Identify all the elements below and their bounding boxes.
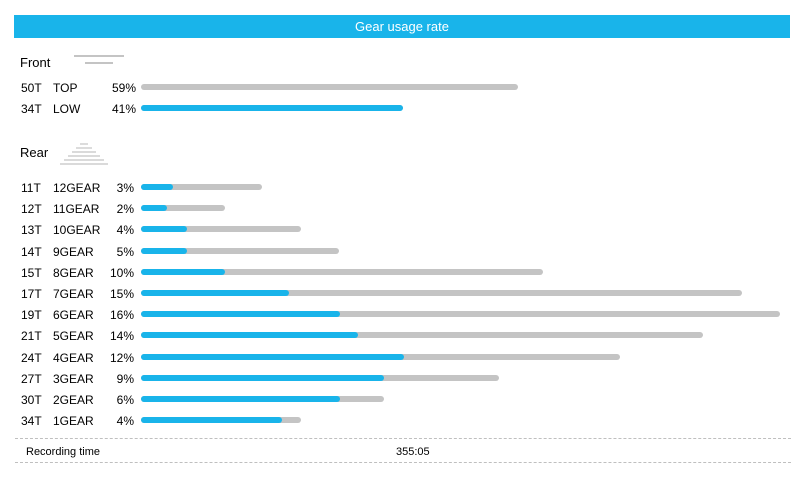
- usage-bar-fill: [141, 268, 225, 275]
- front-chainring-icon: [74, 55, 124, 64]
- rear-gear-row: 12T 11GEAR 2%: [0, 198, 800, 219]
- page-header: Gear usage rate: [14, 15, 790, 38]
- tooth-count: 21T: [21, 329, 42, 344]
- usage-percent: 2%: [116, 202, 134, 217]
- rear-gear-row: 14T 9GEAR 5%: [0, 241, 800, 262]
- page-title: Gear usage rate: [355, 19, 449, 34]
- usage-bar-track: [141, 84, 518, 90]
- usage-bar-track: [141, 205, 225, 212]
- gear-label: 9GEAR: [53, 244, 94, 259]
- rear-cassette-icon: [60, 143, 108, 165]
- front-section-title: Front: [20, 55, 51, 70]
- gear-label: 4GEAR: [53, 350, 94, 365]
- usage-bar-track: [141, 247, 339, 254]
- rear-gear-row: 13T 10GEAR 4%: [0, 219, 800, 240]
- gear-label: 12GEAR: [53, 181, 101, 195]
- usage-percent: 5%: [116, 244, 134, 259]
- tooth-count: 34T: [21, 414, 42, 429]
- tooth-count: 34T: [21, 102, 42, 116]
- recording-time-label: Recording time: [26, 446, 100, 458]
- usage-percent: 12%: [109, 350, 134, 365]
- usage-bar-fill: [141, 226, 187, 233]
- usage-bar-fill: [141, 184, 173, 190]
- usage-percent: 9%: [116, 371, 134, 386]
- usage-percent: 14%: [109, 329, 134, 344]
- usage-bar-fill: [141, 247, 187, 254]
- rear-gear-row: 17T 7GEAR 15%: [0, 283, 800, 304]
- gear-label: 5GEAR: [53, 329, 94, 344]
- tooth-count: 17T: [21, 287, 42, 301]
- usage-percent: 3%: [116, 181, 134, 195]
- usage-percent: 16%: [109, 308, 134, 323]
- tooth-count: 27T: [21, 371, 42, 386]
- gear-label: 8GEAR: [53, 265, 94, 280]
- rear-gear-row: 11T 12GEAR 3%: [0, 177, 800, 198]
- gear-label: 6GEAR: [53, 308, 94, 323]
- rear-gear-row: 30T 2GEAR 6%: [0, 389, 800, 410]
- tooth-count: 24T: [21, 350, 42, 365]
- tooth-count: 11T: [21, 181, 41, 195]
- front-gear-row: 34T LOW 41%: [0, 98, 800, 119]
- rear-gear-row: 21T 5GEAR 14%: [0, 325, 800, 346]
- usage-bar-fill: [141, 374, 384, 381]
- usage-percent: 59%: [111, 81, 136, 95]
- divider-bottom: [15, 462, 791, 463]
- usage-bar-fill: [141, 417, 282, 424]
- usage-bar-fill: [141, 396, 340, 402]
- usage-bar-fill: [141, 353, 404, 360]
- rear-gear-row: 19T 6GEAR 16%: [0, 304, 800, 325]
- usage-bar-track: [141, 311, 780, 318]
- gear-label: 1GEAR: [53, 414, 94, 429]
- usage-percent: 4%: [116, 223, 134, 238]
- usage-bar-fill: [141, 205, 167, 212]
- usage-percent: 10%: [109, 265, 134, 280]
- divider-top: [15, 438, 791, 439]
- rear-gear-row: 24T 4GEAR 12%: [0, 347, 800, 368]
- gear-label: 11GEAR: [53, 202, 100, 217]
- tooth-count: 13T: [21, 223, 42, 238]
- tooth-count: 19T: [21, 308, 42, 323]
- usage-bar-track: [141, 226, 301, 233]
- usage-bar-track: [141, 332, 703, 339]
- usage-percent: 41%: [111, 102, 136, 116]
- rear-gear-row: 15T 8GEAR 10%: [0, 262, 800, 283]
- usage-percent: 15%: [109, 287, 134, 301]
- usage-bar-fill: [141, 332, 358, 339]
- gear-label: 7GEAR: [53, 287, 94, 301]
- rear-section-title: Rear: [20, 145, 49, 160]
- tooth-count: 15T: [21, 265, 42, 280]
- gear-label: TOP: [53, 81, 78, 95]
- gear-label: 2GEAR: [53, 393, 94, 407]
- recording-time-value: 355:05: [396, 446, 430, 458]
- usage-bar-track: [141, 184, 262, 190]
- gear-label: 10GEAR: [53, 223, 101, 238]
- usage-percent: 4%: [116, 414, 134, 429]
- usage-bar-track: [141, 290, 742, 296]
- rear-gear-row: 34T 1GEAR 4%: [0, 410, 800, 431]
- rear-gear-row: 27T 3GEAR 9%: [0, 368, 800, 389]
- gear-label: 3GEAR: [53, 371, 94, 386]
- usage-bar-fill: [141, 290, 289, 296]
- usage-bar-track: [141, 268, 543, 275]
- usage-bar-fill: [141, 311, 340, 318]
- tooth-count: 12T: [21, 202, 42, 217]
- front-gear-row: 50T TOP 59%: [0, 77, 800, 98]
- tooth-count: 50T: [21, 81, 42, 95]
- gear-label: LOW: [53, 102, 81, 116]
- usage-bar-fill: [141, 105, 403, 111]
- tooth-count: 14T: [21, 244, 42, 259]
- tooth-count: 30T: [21, 393, 42, 407]
- usage-percent: 6%: [116, 393, 134, 407]
